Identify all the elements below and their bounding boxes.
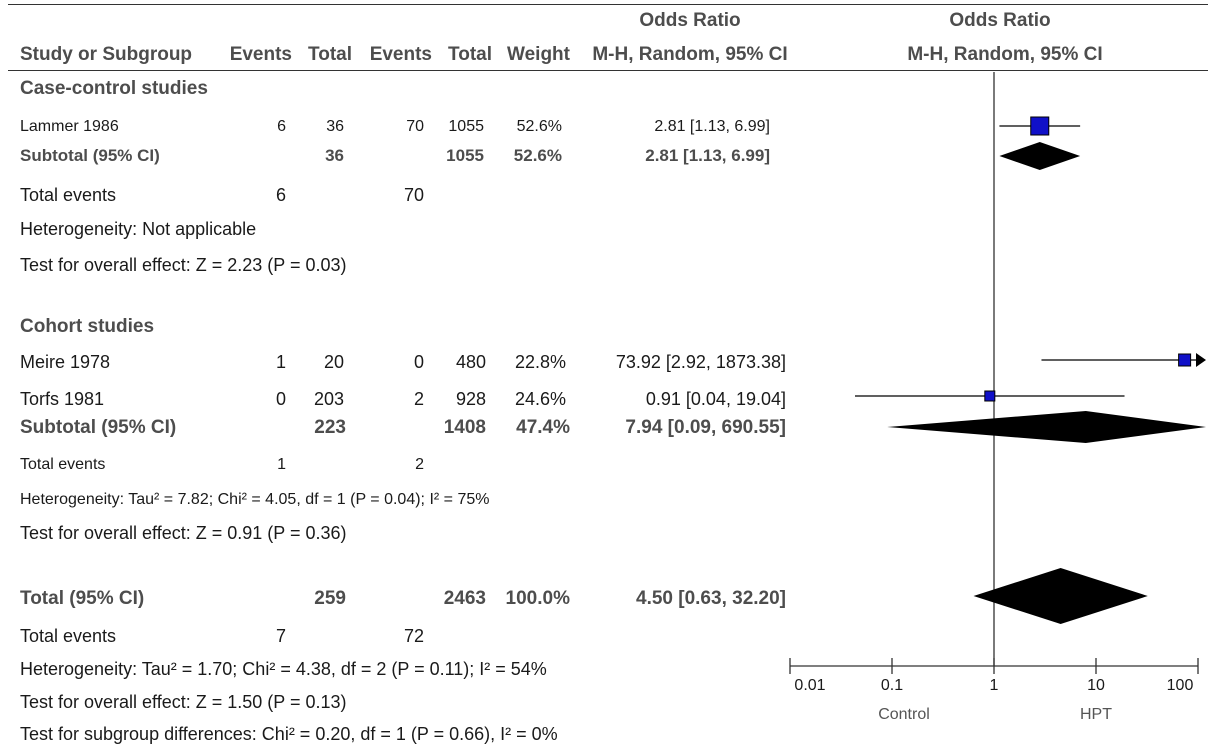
ci-arrow	[1196, 353, 1206, 367]
tick-label: 0.01	[794, 677, 826, 694]
total-weight: 100.0%	[505, 588, 570, 609]
subtotal-total1: 36	[325, 146, 344, 165]
tick-label: 10	[1087, 677, 1105, 694]
study-weight: 24.6%	[514, 389, 566, 409]
subtotal-ci: 7.94 [0.09, 690.55]	[625, 417, 786, 438]
or-title-left: Odds Ratio	[639, 10, 741, 31]
total-events-label: Total events	[20, 626, 117, 646]
subtotal-weight: 52.6%	[513, 146, 562, 165]
col-ci-right-header: M-H, Random, 95% CI	[907, 44, 1103, 65]
total-events-e2: 72	[403, 626, 424, 646]
summary-diamond	[999, 142, 1081, 170]
total-events-e1: 1	[277, 456, 286, 473]
total-ci: 4.50 [0.63, 32.20]	[636, 588, 786, 609]
total-total2: 2463	[443, 588, 486, 609]
study-square	[984, 390, 996, 402]
subtotal-weight: 47.4%	[516, 417, 570, 438]
study-square	[1178, 353, 1192, 367]
favours-control-label: Control	[878, 706, 930, 723]
study-ci: 2.81 [1.13, 6.99]	[654, 118, 770, 135]
study-total2: 928	[455, 389, 486, 409]
heterogeneity-text: Heterogeneity: Tau² = 1.70; Chi² = 4.38,…	[20, 659, 547, 679]
subtotal-total1: 223	[314, 417, 346, 438]
study-ci: 0.91 [0.04, 19.04]	[645, 389, 786, 409]
heterogeneity-text: Heterogeneity: Tau² = 7.82; Chi² = 4.05,…	[20, 491, 490, 508]
study-events1: 0	[275, 389, 286, 409]
group-title: Cohort studies	[20, 316, 155, 337]
tick-label: 1	[989, 677, 999, 694]
col-weight-header: Weight	[507, 44, 570, 65]
tick-label: 0.1	[880, 677, 904, 694]
overall-effect-text: Test for overall effect: Z = 0.91 (P = 0…	[20, 523, 347, 543]
total-total1: 259	[314, 588, 346, 609]
subtotal-total2: 1408	[443, 417, 486, 438]
study-square	[1030, 116, 1050, 136]
tick-label: 100	[1166, 677, 1194, 694]
summary-diamond	[887, 411, 1206, 443]
total-events-e1: 6	[275, 185, 286, 205]
total-events-e2: 70	[403, 185, 424, 205]
study-name: Meire 1978	[20, 352, 111, 372]
study-events1: 6	[277, 118, 286, 135]
total-events-label: Total events	[20, 185, 117, 205]
subgroup-differences-text: Test for subgroup differences: Chi² = 0.…	[20, 724, 558, 744]
study-ci: 73.92 [2.92, 1873.38]	[615, 352, 786, 372]
subtotal-ci: 2.81 [1.13, 6.99]	[645, 146, 770, 165]
total-label: Total (95% CI)	[20, 588, 145, 609]
study-total2: 480	[455, 352, 486, 372]
study-events2: 2	[413, 389, 424, 409]
subtotal-total2: 1055	[446, 146, 484, 165]
total-events-e1: 7	[275, 626, 286, 646]
total-events-label: Total events	[20, 456, 106, 473]
or-title-right: Odds Ratio	[949, 10, 1051, 31]
study-weight: 52.6%	[516, 118, 562, 135]
group-title: Case-control studies	[20, 78, 208, 99]
col-total2-header: Total	[448, 44, 492, 65]
overall-effect-text: Test for overall effect: Z = 2.23 (P = 0…	[20, 255, 347, 275]
col-events1-header: Events	[229, 44, 292, 65]
study-events2: 70	[406, 118, 424, 135]
total-events-e2: 2	[415, 456, 424, 473]
study-name: Lammer 1986	[20, 118, 119, 135]
subtotal-label: Subtotal (95% CI)	[20, 417, 177, 438]
col-study-header: Study or Subgroup	[20, 44, 193, 65]
favours-hpt-label: HPT	[1080, 706, 1112, 723]
subtotal-label: Subtotal (95% CI)	[20, 146, 160, 165]
heterogeneity-text: Heterogeneity: Not applicable	[20, 219, 257, 239]
header-rule	[8, 70, 1208, 71]
col-events2-header: Events	[369, 44, 432, 65]
study-name: Torfs 1981	[20, 389, 105, 409]
study-total2: 1055	[448, 118, 484, 135]
col-total1-header: Total	[308, 44, 352, 65]
study-events2: 0	[413, 352, 424, 372]
study-total1: 36	[326, 118, 344, 135]
study-total1: 20	[323, 352, 344, 372]
summary-diamond	[973, 568, 1148, 624]
study-events1: 1	[275, 352, 286, 372]
study-weight: 22.8%	[514, 352, 566, 372]
study-total1: 203	[313, 389, 344, 409]
top-rule	[8, 4, 1208, 5]
col-ci-header: M-H, Random, 95% CI	[592, 44, 788, 65]
overall-effect-text: Test for overall effect: Z = 1.50 (P = 0…	[20, 692, 347, 712]
